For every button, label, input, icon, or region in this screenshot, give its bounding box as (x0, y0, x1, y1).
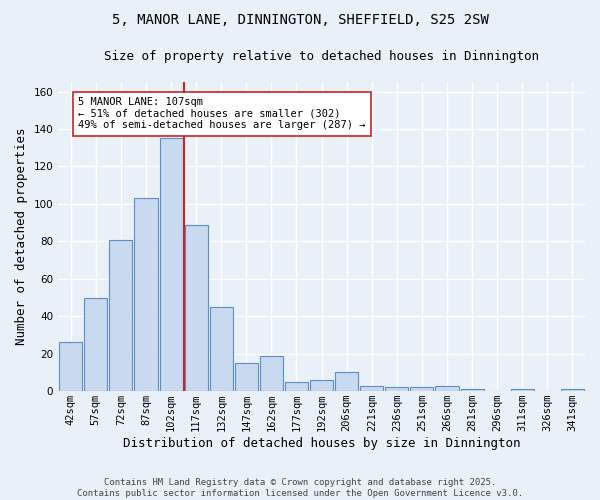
Bar (84, 298, 107, 391)
Bar (461, 390, 484, 391)
Bar (310, 380, 333, 391)
Text: 5, MANOR LANE, DINNINGTON, SHEFFIELD, S25 2SW: 5, MANOR LANE, DINNINGTON, SHEFFIELD, S2… (112, 12, 488, 26)
Bar (436, 386, 458, 391)
Bar (209, 307, 233, 391)
Bar (285, 382, 308, 391)
Bar (134, 198, 158, 391)
Bar (385, 388, 409, 391)
Bar (511, 390, 534, 391)
Bar (185, 224, 208, 391)
Text: 5 MANOR LANE: 107sqm
← 51% of detached houses are smaller (302)
49% of semi-deta: 5 MANOR LANE: 107sqm ← 51% of detached h… (78, 97, 366, 130)
Bar (335, 372, 358, 391)
Bar (235, 363, 258, 391)
Text: Contains HM Land Registry data © Crown copyright and database right 2025.
Contai: Contains HM Land Registry data © Crown c… (77, 478, 523, 498)
Bar (561, 390, 584, 391)
Bar (59, 342, 82, 391)
Title: Size of property relative to detached houses in Dinnington: Size of property relative to detached ho… (104, 50, 539, 63)
Bar (360, 386, 383, 391)
X-axis label: Distribution of detached houses by size in Dinnington: Distribution of detached houses by size … (123, 437, 520, 450)
Bar (260, 356, 283, 391)
Y-axis label: Number of detached properties: Number of detached properties (15, 128, 28, 346)
Bar (160, 138, 182, 391)
Bar (410, 388, 433, 391)
Bar (109, 240, 133, 391)
